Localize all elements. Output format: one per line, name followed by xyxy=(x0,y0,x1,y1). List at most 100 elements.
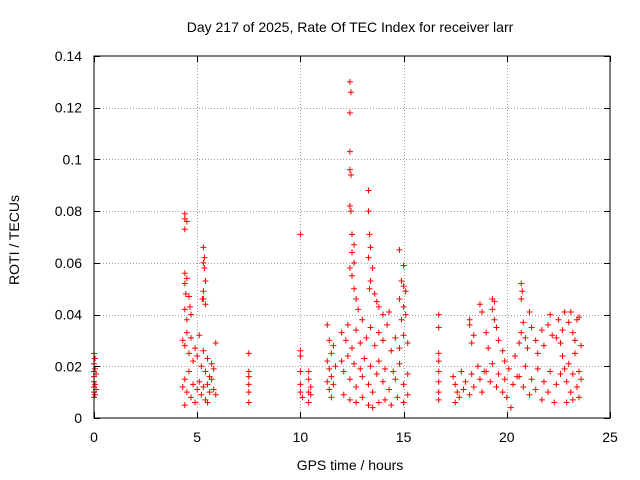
x-axis-label: GPS time / hours xyxy=(297,457,404,473)
x-tick-label: 10 xyxy=(293,429,309,445)
data-point xyxy=(307,391,314,398)
data-point xyxy=(365,381,372,388)
data-point xyxy=(299,394,306,401)
data-point xyxy=(204,399,211,406)
data-point xyxy=(326,337,333,344)
data-point xyxy=(182,290,189,297)
data-point xyxy=(353,399,360,406)
data-point xyxy=(324,321,331,328)
data-point xyxy=(404,371,411,378)
data-point xyxy=(346,148,353,155)
data-point xyxy=(212,340,219,347)
data-point xyxy=(569,371,576,378)
data-point xyxy=(196,378,203,385)
data-point xyxy=(435,350,442,357)
data-point xyxy=(545,389,552,396)
data-point xyxy=(338,358,345,365)
y-tick-labels: 0 0.02 0.04 0.06 0.08 0.1 0.12 0.14 xyxy=(55,48,82,426)
data-point xyxy=(200,259,207,266)
data-point xyxy=(392,376,399,383)
data-point xyxy=(567,389,574,396)
data-point xyxy=(559,327,566,334)
data-point xyxy=(185,368,192,375)
data-point xyxy=(200,347,207,354)
data-point xyxy=(518,280,525,287)
data-point xyxy=(371,290,378,297)
data-point xyxy=(563,378,570,385)
chart-title: Day 217 of 2025, Rate Of TEC Index for r… xyxy=(187,19,514,35)
data-point xyxy=(297,347,304,354)
axis-ticks xyxy=(94,56,611,419)
data-point xyxy=(188,394,195,401)
data-point xyxy=(183,389,190,396)
data-point xyxy=(355,306,362,313)
data-point xyxy=(208,376,215,383)
data-point xyxy=(346,265,353,272)
x-tick-label: 0 xyxy=(90,429,98,445)
data-point xyxy=(210,365,217,372)
data-point xyxy=(462,378,469,385)
data-point xyxy=(567,308,574,315)
data-point xyxy=(181,306,188,313)
data-point xyxy=(379,378,386,385)
data-point xyxy=(198,363,205,370)
y-tick-label: 0.1 xyxy=(63,151,83,167)
data-point xyxy=(435,324,442,331)
data-point xyxy=(466,321,473,328)
data-point xyxy=(369,389,376,396)
data-point xyxy=(92,355,99,362)
data-point xyxy=(479,308,486,315)
data-point xyxy=(357,365,364,372)
data-point xyxy=(342,337,349,344)
data-point xyxy=(468,340,475,347)
data-point xyxy=(569,329,576,336)
data-point xyxy=(382,396,389,403)
x-tick-label: 5 xyxy=(193,429,201,445)
data-point xyxy=(181,342,188,349)
data-point xyxy=(297,231,304,238)
data-point xyxy=(346,376,353,383)
data-point xyxy=(200,383,207,390)
data-point xyxy=(491,316,498,323)
data-point xyxy=(526,308,533,315)
data-point xyxy=(347,89,354,96)
data-point xyxy=(186,303,193,310)
data-point xyxy=(245,381,252,388)
data-point xyxy=(328,394,335,401)
data-point xyxy=(181,270,188,277)
data-point xyxy=(547,311,554,318)
data-point xyxy=(192,399,199,406)
data-point xyxy=(495,371,502,378)
data-point xyxy=(340,368,347,375)
data-point xyxy=(307,383,314,390)
data-point xyxy=(371,342,378,349)
data-point xyxy=(470,383,477,390)
data-point xyxy=(545,321,552,328)
x-tick-label: 20 xyxy=(499,429,515,445)
data-point xyxy=(495,337,502,344)
data-point xyxy=(305,376,312,383)
data-point xyxy=(398,277,405,284)
data-point xyxy=(305,368,312,375)
data-point xyxy=(435,396,442,403)
data-point xyxy=(346,166,353,173)
data-point xyxy=(367,277,374,284)
data-point xyxy=(518,329,525,336)
data-point xyxy=(398,316,405,323)
data-point xyxy=(359,394,366,401)
data-point xyxy=(524,345,531,352)
data-points xyxy=(91,78,585,411)
y-tick-label: 0.08 xyxy=(55,203,82,219)
data-point xyxy=(569,396,576,403)
data-point xyxy=(532,386,539,393)
data-point xyxy=(202,301,209,308)
data-point xyxy=(466,316,473,323)
data-point xyxy=(179,383,186,390)
data-point xyxy=(547,368,554,375)
data-point xyxy=(344,321,351,328)
data-point xyxy=(204,381,211,388)
y-tick-label: 0 xyxy=(74,410,82,426)
data-point xyxy=(576,394,583,401)
